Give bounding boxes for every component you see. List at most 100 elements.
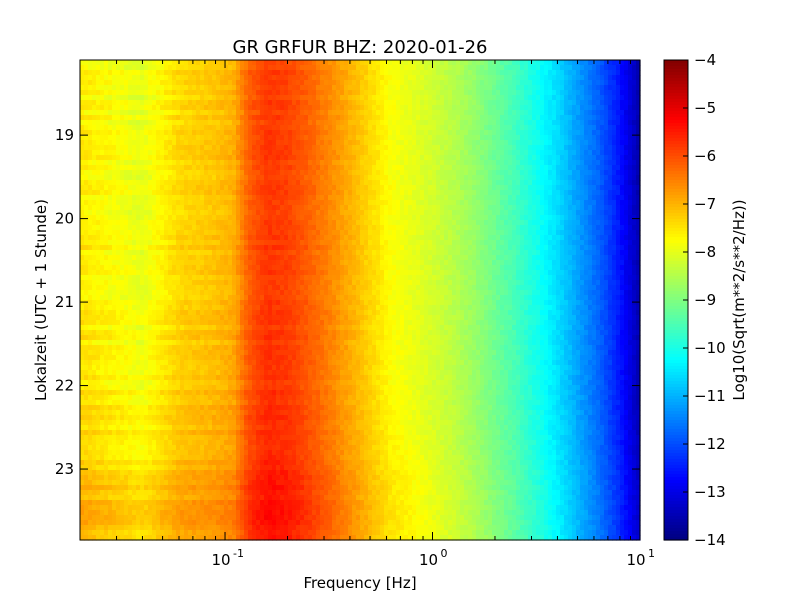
heatmap-cell <box>176 210 181 216</box>
heatmap-cell <box>212 230 217 236</box>
heatmap-cell <box>376 155 381 161</box>
heatmap-cell <box>496 180 501 186</box>
heatmap-cell <box>576 225 581 231</box>
heatmap-cell <box>236 60 241 66</box>
heatmap-cell <box>512 185 517 191</box>
heatmap-cell <box>240 155 245 161</box>
heatmap-cell <box>164 165 169 171</box>
heatmap-cell <box>416 100 421 106</box>
heatmap-cell <box>112 210 117 216</box>
heatmap-cell <box>164 115 169 121</box>
heatmap-cell <box>396 85 401 91</box>
heatmap-cell <box>80 80 85 86</box>
heatmap-cell <box>212 180 217 186</box>
heatmap-cell <box>452 90 457 96</box>
heatmap-cell <box>420 230 425 236</box>
heatmap-cell <box>216 165 221 171</box>
heatmap-cell <box>484 220 489 226</box>
heatmap-cell <box>204 100 209 106</box>
heatmap-cell <box>172 140 177 146</box>
heatmap-cell <box>240 125 245 131</box>
heatmap-cell <box>164 205 169 211</box>
heatmap-cell <box>420 200 425 206</box>
heatmap-cell <box>100 115 105 121</box>
heatmap-cell <box>388 85 393 91</box>
heatmap-cell <box>320 85 325 91</box>
heatmap-cell <box>220 165 225 171</box>
heatmap-cell <box>304 120 309 126</box>
heatmap-cell <box>360 70 365 76</box>
heatmap-cell <box>516 110 521 116</box>
heatmap-cell <box>152 60 157 66</box>
heatmap-cell <box>500 230 505 236</box>
heatmap-cell <box>556 195 561 201</box>
heatmap-cell <box>168 185 173 191</box>
heatmap-cell <box>80 100 85 106</box>
heatmap-cell <box>112 65 117 71</box>
heatmap-cell <box>536 175 541 181</box>
heatmap-cell <box>296 85 301 91</box>
heatmap-cell <box>432 175 437 181</box>
heatmap-cell <box>312 175 317 181</box>
heatmap-cell <box>232 115 237 121</box>
heatmap-cell <box>568 65 573 71</box>
heatmap-cell <box>540 170 545 176</box>
heatmap-cell <box>84 70 89 76</box>
heatmap-cell <box>432 110 437 116</box>
heatmap-cell <box>604 200 609 206</box>
heatmap-cell <box>264 190 269 196</box>
heatmap-cell <box>236 140 241 146</box>
heatmap-cell <box>380 125 385 131</box>
heatmap-cell <box>184 100 189 106</box>
heatmap-cell <box>152 140 157 146</box>
heatmap-cell <box>496 160 501 166</box>
heatmap-cell <box>92 145 97 151</box>
heatmap-cell <box>532 85 537 91</box>
heatmap-cell <box>388 65 393 71</box>
heatmap-cell <box>548 190 553 196</box>
heatmap-cell <box>424 180 429 186</box>
heatmap-cell <box>232 230 237 236</box>
heatmap-cell <box>536 105 541 111</box>
heatmap-cell <box>464 110 469 116</box>
heatmap-cell <box>492 95 497 101</box>
heatmap-cell <box>432 205 437 211</box>
heatmap-cell <box>328 215 333 221</box>
heatmap-cell <box>236 125 241 131</box>
heatmap-cell <box>364 130 369 136</box>
heatmap-cell <box>244 200 249 206</box>
heatmap-cell <box>244 60 249 66</box>
heatmap-cell <box>88 120 93 126</box>
heatmap-cell <box>496 155 501 161</box>
heatmap-cell <box>344 70 349 76</box>
heatmap-cell <box>196 195 201 201</box>
heatmap-cell <box>84 100 89 106</box>
heatmap-cell <box>524 70 529 76</box>
heatmap-cell <box>96 175 101 181</box>
heatmap-cell <box>392 75 397 81</box>
heatmap-cell <box>308 190 313 196</box>
heatmap-cell <box>544 190 549 196</box>
heatmap-cell <box>592 110 597 116</box>
heatmap-cell <box>512 110 517 116</box>
heatmap-cell <box>184 230 189 236</box>
heatmap-cell <box>100 125 105 131</box>
heatmap-cell <box>324 225 329 231</box>
heatmap-cell <box>400 115 405 121</box>
heatmap-cell <box>528 65 533 71</box>
heatmap-cell <box>616 130 621 136</box>
heatmap-cell <box>544 120 549 126</box>
heatmap-cell <box>124 100 129 106</box>
heatmap-cell <box>472 70 477 76</box>
heatmap-cell <box>492 110 497 116</box>
heatmap-cell <box>144 105 149 111</box>
heatmap-cell <box>620 90 625 96</box>
heatmap-cell <box>232 75 237 81</box>
heatmap-cell <box>116 220 121 226</box>
heatmap-cell <box>536 195 541 201</box>
heatmap-cell <box>260 145 265 151</box>
heatmap-cell <box>400 140 405 146</box>
heatmap-cell <box>80 225 85 231</box>
heatmap-cell <box>312 65 317 71</box>
heatmap-cell <box>528 85 533 91</box>
